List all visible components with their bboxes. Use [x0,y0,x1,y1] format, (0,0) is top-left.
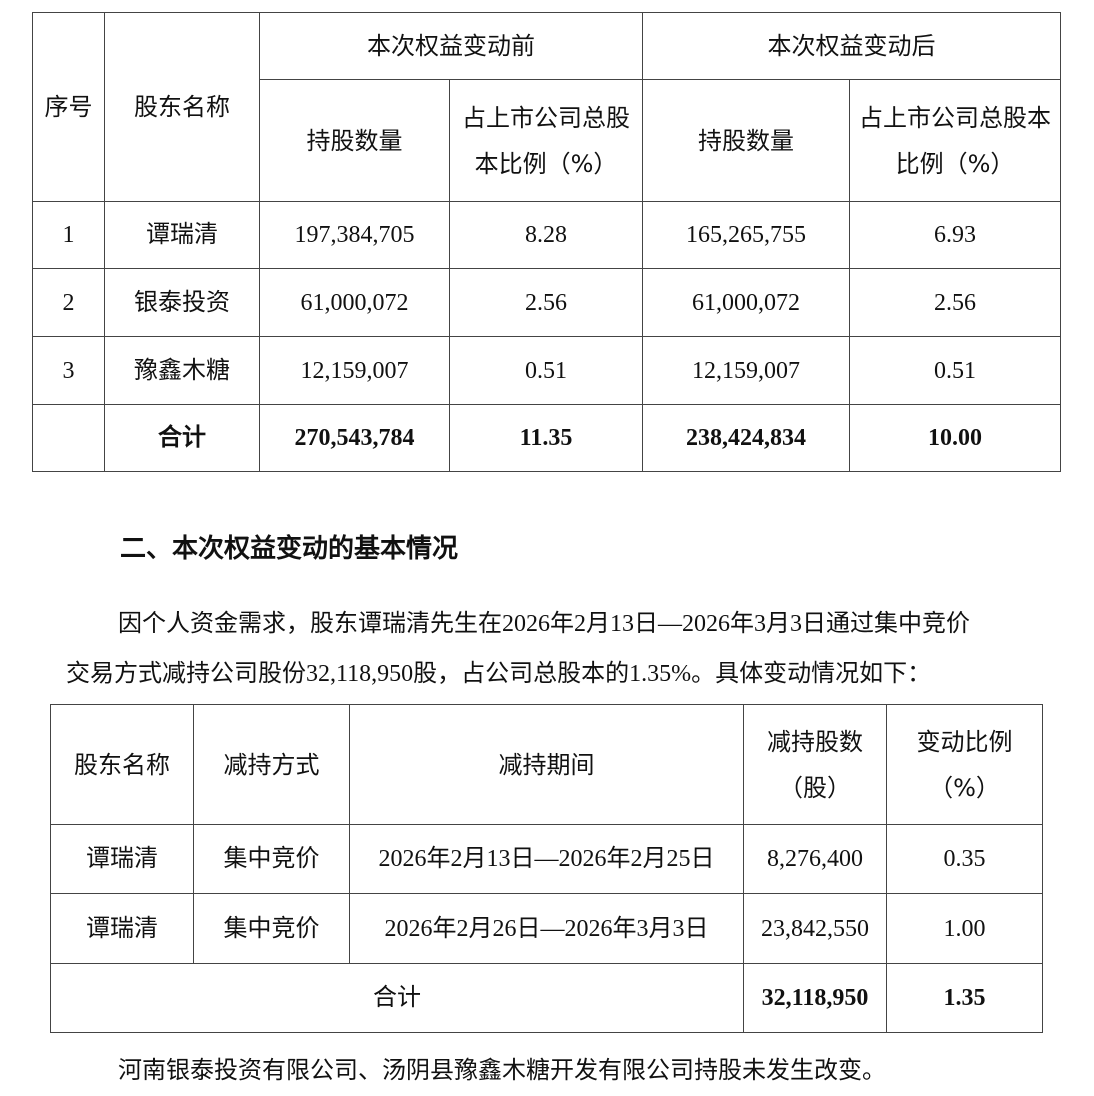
cell-shares: 23,842,550 [743,893,887,964]
cell-shares: 8,276,400 [743,824,887,894]
header-shares: 减持股数（股） [743,704,887,825]
cell-ratio-before: 0.51 [449,336,643,405]
reduction-detail-table: 股东名称 减持方式 减持期间 减持股数（股） 变动比例（%） 谭瑞清 集中竞价 … [50,704,1043,1033]
table-row: 3 豫鑫木糖 12,159,007 0.51 12,159,007 0.51 [32,336,1061,405]
header-period: 减持期间 [349,704,744,825]
cell-name: 谭瑞清 [50,824,194,894]
table-row: 谭瑞清 集中竞价 2026年2月13日—2026年2月25日 8,276,400… [50,824,1043,894]
cell-ratio-after: 6.93 [849,201,1061,269]
header-method: 减持方式 [193,704,350,825]
total-row: 合计 32,118,950 1.35 [50,963,1043,1033]
cell-shares-after: 61,000,072 [642,268,850,337]
cell-ratio: 0.35 [886,824,1043,894]
paragraph-line: 交易方式减持公司股份32,118,950股，占公司总股本的1.35%。具体变动情… [66,661,932,687]
cell-ratio-after: 0.51 [849,336,1061,405]
table-row: 谭瑞清 集中竞价 2026年2月26日—2026年3月3日 23,842,550… [50,893,1043,964]
cell-name: 银泰投资 [104,268,260,337]
total-shares-after: 238,424,834 [642,404,850,472]
cell-shares-after: 165,265,755 [642,201,850,269]
total-ratio: 1.35 [886,963,1043,1033]
total-label: 合计 [50,963,744,1033]
total-shares: 32,118,950 [743,963,887,1033]
cell-shares-before: 12,159,007 [259,336,450,405]
total-label: 合计 [104,404,260,472]
total-row: 合计 270,543,784 11.35 238,424,834 10.00 [32,404,1061,472]
paragraph-line: 因个人资金需求，股东谭瑞清先生在2026年2月13日—2026年3月3日通过集中… [118,611,970,637]
cell-ratio-before: 2.56 [449,268,643,337]
shareholding-change-table: 序号 股东名称 本次权益变动前 本次权益变动后 持股数量 占上市公司总股本比例（… [32,12,1061,472]
cell-period: 2026年2月13日—2026年2月25日 [349,824,744,894]
header-ratio-after: 占上市公司总股本比例（%） [849,79,1061,202]
cell-ratio: 1.00 [886,893,1043,964]
header-shares-after: 持股数量 [642,79,850,202]
table-row: 1 谭瑞清 197,384,705 8.28 165,265,755 6.93 [32,201,1061,269]
header-shares-before: 持股数量 [259,79,450,202]
cell-period: 2026年2月26日—2026年3月3日 [349,893,744,964]
header-name: 股东名称 [104,12,260,202]
cell-method: 集中竞价 [193,824,350,894]
header-ratio-before: 占上市公司总股本比例（%） [449,79,643,202]
section-heading: 二、本次权益变动的基本情况 [120,534,459,564]
table-row: 2 银泰投资 61,000,072 2.56 61,000,072 2.56 [32,268,1061,337]
cell-name: 谭瑞清 [50,893,194,964]
cell-ratio-before: 8.28 [449,201,643,269]
cell-seq: 1 [32,201,105,269]
cell-seq: 3 [32,336,105,405]
header-seq: 序号 [32,12,105,202]
cell-shares-before: 61,000,072 [259,268,450,337]
cell-shares-after: 12,159,007 [642,336,850,405]
footer-paragraph: 河南银泰投资有限公司、汤阴县豫鑫木糖开发有限公司持股未发生改变。 [118,1058,886,1084]
cell-name: 谭瑞清 [104,201,260,269]
header-ratio: 变动比例（%） [886,704,1043,825]
header-before: 本次权益变动前 [259,12,643,80]
cell-shares-before: 197,384,705 [259,201,450,269]
total-ratio-after: 10.00 [849,404,1061,472]
cell-ratio-after: 2.56 [849,268,1061,337]
cell-method: 集中竞价 [193,893,350,964]
cell-empty [32,404,105,472]
header-after: 本次权益变动后 [642,12,1061,80]
total-ratio-before: 11.35 [449,404,643,472]
cell-seq: 2 [32,268,105,337]
cell-name: 豫鑫木糖 [104,336,260,405]
total-shares-before: 270,543,784 [259,404,450,472]
header-name: 股东名称 [50,704,194,825]
